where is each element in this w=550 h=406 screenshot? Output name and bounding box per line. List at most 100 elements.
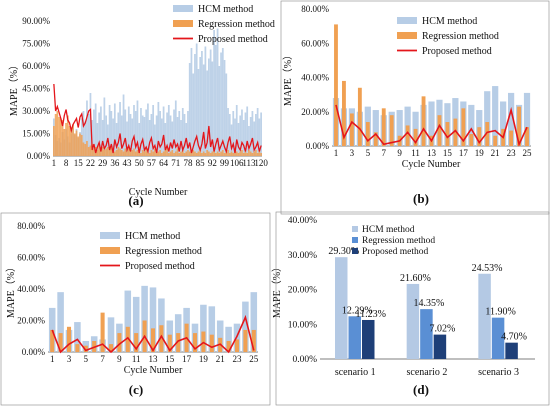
hcm-bar xyxy=(500,101,507,146)
regression-bar xyxy=(167,153,170,156)
data-label: 21.60% xyxy=(400,273,431,284)
hcm-bar xyxy=(250,292,258,352)
regression-bar xyxy=(194,151,196,156)
regression-bar xyxy=(413,128,418,146)
hcm-bar xyxy=(220,52,222,156)
regression-bar xyxy=(93,148,95,156)
regression-bar xyxy=(405,125,410,146)
x-tick-label: 92 xyxy=(208,158,217,168)
regression-bar xyxy=(126,150,128,156)
hcm-bar xyxy=(237,123,240,156)
hcm-bar xyxy=(216,28,219,156)
hcm-bar xyxy=(110,111,113,156)
regression-bar xyxy=(59,118,62,156)
hcm-bar xyxy=(126,121,128,156)
regression-bar xyxy=(174,151,177,156)
hcm-bar xyxy=(249,117,252,156)
legend-label-regression: Regression method xyxy=(125,246,202,257)
regression-bar xyxy=(150,328,156,352)
hcm-bar xyxy=(84,121,87,156)
regression-bar xyxy=(140,153,142,156)
regression-bar xyxy=(214,153,217,156)
scenario-bar xyxy=(335,257,348,359)
regression-bar xyxy=(75,344,80,352)
hcm-bar xyxy=(225,73,228,156)
y-tick-label: 90.00% xyxy=(22,16,50,26)
regression-bar xyxy=(70,127,73,156)
regression-bar xyxy=(143,151,146,156)
x-tick-label: 78 xyxy=(183,158,193,168)
regression-bar xyxy=(342,80,346,146)
x-tick-label: 3 xyxy=(350,148,355,158)
y-axis-label: MAPE（%） xyxy=(5,262,17,318)
regression-bar xyxy=(169,151,172,156)
x-tick-label: 11 xyxy=(132,354,141,364)
hcm-bar xyxy=(199,57,202,156)
hcm-bar xyxy=(129,114,132,156)
x-tick-label: 13 xyxy=(427,148,437,158)
x-category-label: scenario 3 xyxy=(478,367,519,378)
hcm-bar xyxy=(256,108,259,156)
regression-bar xyxy=(58,117,60,156)
hcm-bar xyxy=(132,296,140,352)
regression-bar xyxy=(445,122,450,146)
hcm-bar xyxy=(145,109,148,156)
regression-bar xyxy=(155,153,158,156)
regression-bar xyxy=(202,151,205,156)
regression-bar xyxy=(75,130,78,156)
hcm-bar xyxy=(115,123,118,156)
regression-bar xyxy=(225,151,228,156)
legend-label-hcm: HCM method xyxy=(125,231,180,242)
hcm-bar xyxy=(107,317,115,352)
x-tick-label: 113 xyxy=(242,158,256,168)
hcm-bar xyxy=(239,115,242,156)
hcm-bar xyxy=(152,105,155,156)
x-tick-label: 85 xyxy=(196,158,206,168)
regression-bar xyxy=(230,151,233,156)
y-tick-label: 0.00% xyxy=(306,141,330,151)
regression-bar xyxy=(239,151,242,156)
regression-bar xyxy=(87,147,90,156)
hcm-bar xyxy=(167,105,170,156)
regression-bar xyxy=(509,130,514,146)
hcm-bar xyxy=(194,54,196,156)
regression-bar xyxy=(192,150,195,156)
chart-panel-3: 0.00%20.00%40.00%60.00%80.00%MAPE（%）1 3 5 7… xyxy=(5,221,259,397)
regression-bar xyxy=(79,133,81,156)
regression-bar xyxy=(100,312,105,352)
hcm-bar xyxy=(159,111,161,156)
legend-label: HCM method xyxy=(362,225,415,235)
hcm-bar xyxy=(258,118,261,156)
hcm-bar xyxy=(154,124,156,156)
x-tick-label: 13 xyxy=(149,354,159,364)
hcm-bar xyxy=(108,105,111,156)
hcm-bar xyxy=(174,100,177,156)
regression-bar xyxy=(50,329,55,352)
regression-bar xyxy=(437,115,442,146)
x-axis-label: Cycle Number xyxy=(124,365,183,376)
y-tick-label: 40.00% xyxy=(17,284,45,294)
hcm-bar xyxy=(181,108,184,156)
hcm-bar xyxy=(127,106,130,156)
hcm-bar xyxy=(187,111,189,156)
regression-bar xyxy=(131,150,134,156)
hcm-bar xyxy=(192,73,195,156)
regression-bar xyxy=(124,148,127,156)
regression-bar xyxy=(251,329,256,352)
regression-bar xyxy=(211,151,214,156)
regression-bar xyxy=(105,148,107,156)
regression-bar xyxy=(477,127,482,146)
regression-bar xyxy=(206,150,209,156)
hcm-bar xyxy=(124,290,132,352)
legend-label: Regression method xyxy=(362,236,435,246)
x-tick-label: 7 xyxy=(100,354,105,364)
regression-bar xyxy=(98,145,101,156)
regression-bar xyxy=(176,333,181,352)
regression-bar xyxy=(188,151,191,156)
hcm-bar xyxy=(202,64,205,156)
hcm-bar xyxy=(86,100,88,156)
hcm-bar xyxy=(230,124,233,156)
regression-bar xyxy=(223,153,226,156)
chart-panel-4: 0.00% 10.00% 20.00% 30.00% 40.00% MAPE（%） 29.3… xyxy=(271,216,535,397)
